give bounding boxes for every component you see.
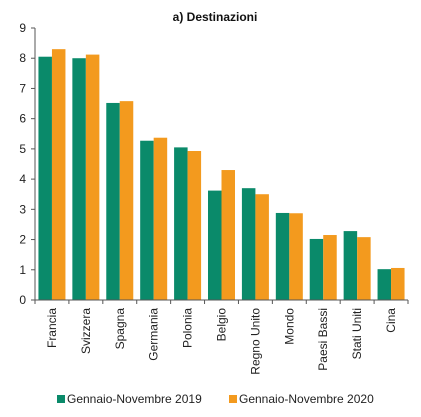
bar-2020-belgio (221, 170, 235, 300)
legend-swatch (229, 395, 237, 403)
x-tick-label: Belgio (215, 308, 229, 342)
x-tick-label: Paesi Bassi (316, 308, 330, 371)
bar-2019-belgio (208, 190, 222, 300)
x-tick-label: Cina (384, 308, 398, 333)
x-tick-label: Mondo (282, 308, 296, 345)
y-tick-label: 2 (19, 233, 26, 247)
y-axis: 0 1 2 3 4 5 6 7 8 9 (19, 21, 36, 307)
bar-2019-stati-uniti (343, 231, 358, 300)
y-tick-label: 6 (19, 112, 26, 126)
legend-swatch (57, 395, 65, 403)
bar-2020-francia (51, 49, 66, 300)
bar-2020-cina (391, 267, 405, 300)
bars (38, 49, 405, 301)
x-tick-label: Polonia (181, 308, 195, 348)
bar-2020-stati-uniti (357, 237, 371, 300)
bar-2019-regno-unito (241, 188, 256, 300)
legend-label: Gennaio-Novembre 2020 (239, 392, 374, 406)
y-tick-label: 7 (19, 81, 26, 95)
bar-2019-paesi-bassi (309, 238, 324, 300)
bar-2020-regno-unito (255, 194, 269, 300)
y-tick-label: 4 (19, 172, 26, 186)
bar-2019-mondo (275, 212, 290, 300)
bar-2019-spagna (106, 102, 120, 300)
legend-label: Gennaio-Novembre 2019 (67, 392, 202, 406)
y-tick-label: 8 (19, 51, 26, 65)
bar-2019-svizzera (72, 58, 86, 300)
bar-2019-polonia (174, 147, 188, 300)
y-tick-label: 1 (19, 263, 26, 277)
bar-2019-germania (140, 140, 154, 300)
bar-2020-germania (153, 137, 168, 300)
y-tick-label: 5 (19, 142, 26, 156)
chart-title: a) Destinazioni (173, 10, 258, 24)
x-axis: Francia Svizzera Spagna Germania Polonia Belg… (34, 299, 409, 375)
x-tick-label: Francia (45, 308, 59, 348)
x-tick-label: Spagna (113, 308, 127, 350)
y-tick-label: 9 (19, 21, 26, 35)
x-tick-label: Svizzera (79, 308, 93, 354)
legend: Gennaio-Novembre 2019 Gennaio-Novembre 20… (57, 392, 374, 406)
y-tick-label: 0 (19, 293, 26, 307)
x-tick-label: Germania (147, 308, 161, 361)
bar-2019-francia (38, 56, 52, 301)
x-tick-label: Stati Uniti (350, 308, 364, 359)
y-tick-label: 3 (19, 202, 26, 216)
x-tick-label: Regno Unito (248, 308, 262, 375)
bar-2020-polonia (187, 151, 202, 300)
bar-2020-spagna (119, 101, 134, 300)
bar-2020-paesi-bassi (323, 235, 337, 300)
bar-2020-mondo (289, 213, 303, 300)
bar-2020-svizzera (85, 54, 100, 300)
bar-2019-cina (377, 269, 392, 300)
